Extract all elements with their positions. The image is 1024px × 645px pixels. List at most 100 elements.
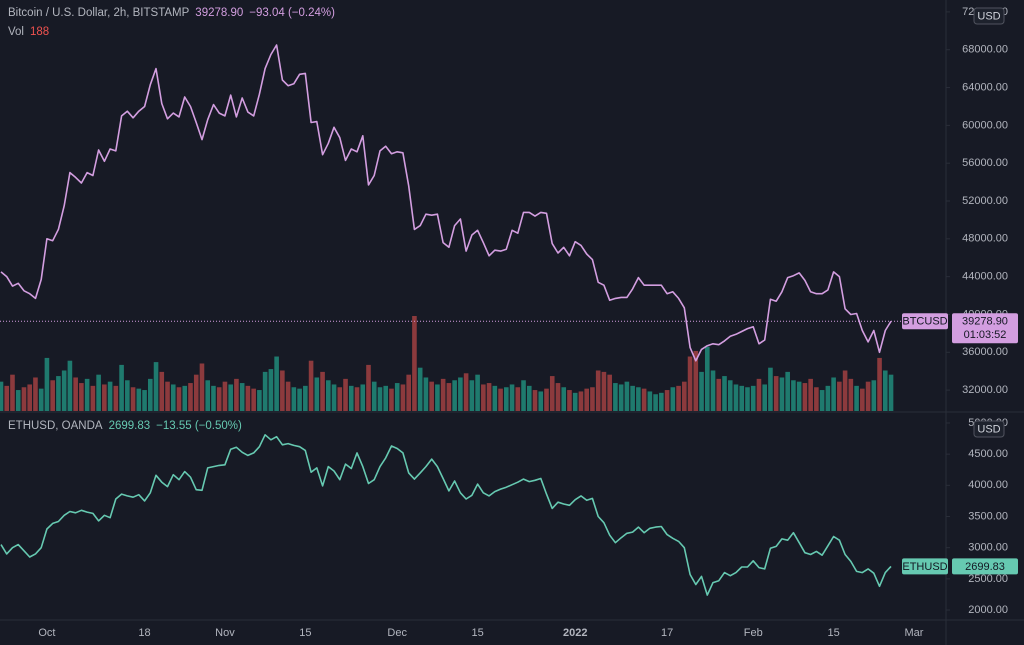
volume-bar bbox=[257, 390, 262, 411]
volume-bar bbox=[796, 381, 802, 411]
volume-bar bbox=[44, 357, 50, 411]
volume-bar bbox=[417, 367, 423, 411]
volume-bar bbox=[779, 377, 785, 411]
volume-bar bbox=[888, 374, 894, 411]
volume-bar bbox=[854, 385, 859, 411]
volume-bar bbox=[882, 370, 888, 411]
volume-bar bbox=[33, 377, 38, 411]
volume-bar bbox=[791, 380, 796, 411]
volume-bar bbox=[366, 364, 371, 411]
volume-bar bbox=[733, 384, 739, 411]
symbol-badge bbox=[902, 558, 948, 575]
volume-bar bbox=[595, 370, 601, 411]
volume-bar bbox=[877, 357, 882, 411]
volume-bar bbox=[572, 392, 578, 411]
volume-bar bbox=[469, 380, 475, 411]
volume-bar bbox=[222, 381, 228, 411]
eth-title: ETHUSD, OANDA bbox=[8, 420, 103, 432]
volume-bar bbox=[73, 377, 78, 411]
y-tick-label: 68000.00 bbox=[962, 44, 1008, 56]
volume-bar bbox=[15, 390, 21, 411]
volume-bar bbox=[699, 371, 704, 411]
volume-bar bbox=[722, 376, 727, 411]
volume-bar bbox=[331, 384, 337, 411]
volume-bar bbox=[745, 387, 750, 411]
y-tick-label: 4000.00 bbox=[968, 479, 1008, 491]
currency-badge bbox=[973, 420, 1005, 438]
currency-label: USD bbox=[977, 423, 1000, 435]
volume-bar bbox=[383, 385, 389, 411]
volume-bar bbox=[526, 385, 532, 411]
volume-bar bbox=[188, 383, 193, 411]
symbol-label: BTCUSD bbox=[902, 316, 947, 328]
volume-bar bbox=[274, 356, 279, 411]
volume-bar bbox=[96, 374, 101, 411]
y-tick-label: 48000.00 bbox=[962, 233, 1008, 245]
volume-bar bbox=[509, 384, 515, 411]
volume-bar bbox=[452, 380, 457, 411]
volume-bar bbox=[165, 381, 170, 411]
volume-bar bbox=[435, 384, 440, 411]
volume-bar bbox=[303, 385, 308, 411]
price-line bbox=[0, 44, 892, 362]
eth-legend: ETHUSD, OANDA 2699.83 −13.55 (−0.50%) bbox=[8, 420, 248, 432]
volume-bar bbox=[825, 385, 831, 411]
volume-bar bbox=[285, 381, 291, 411]
volume-bar bbox=[762, 384, 768, 411]
volume-bar bbox=[348, 385, 354, 411]
volume-bar bbox=[176, 387, 182, 411]
volume-bar bbox=[458, 377, 463, 411]
volume-bar bbox=[544, 388, 549, 411]
volume-bar bbox=[4, 385, 10, 411]
volume-bar bbox=[159, 371, 165, 411]
volume-bar bbox=[860, 388, 865, 411]
volume-bar bbox=[492, 385, 498, 411]
eth-change: −13.55 (−0.50%) bbox=[156, 420, 242, 432]
volume-bar bbox=[659, 392, 664, 411]
volume-bar bbox=[831, 377, 836, 411]
volume-bar bbox=[670, 387, 676, 411]
volume-bar bbox=[0, 381, 4, 411]
volume-bar bbox=[400, 384, 406, 411]
volume-bar bbox=[130, 387, 136, 411]
volume-bar bbox=[251, 388, 256, 411]
volume-bar bbox=[343, 378, 348, 411]
volume-bar bbox=[429, 381, 434, 411]
y-tick-label: 4500.00 bbox=[968, 448, 1008, 460]
volume-bar bbox=[814, 387, 819, 411]
volume-bar bbox=[756, 378, 762, 411]
volume-bar bbox=[170, 384, 176, 411]
volume-bar bbox=[228, 384, 233, 411]
volume-bar bbox=[199, 363, 205, 411]
vol-title: Vol bbox=[8, 26, 24, 38]
volume-bar bbox=[630, 385, 635, 411]
price-badge bbox=[952, 558, 1018, 575]
volume-bar bbox=[406, 374, 411, 411]
volume-bar bbox=[498, 388, 503, 411]
countdown-label: 01:03:52 bbox=[964, 329, 1007, 341]
y-tick-label: 56000.00 bbox=[962, 157, 1008, 169]
currency-badge bbox=[973, 7, 1005, 25]
y-tick-label: 52000.00 bbox=[962, 195, 1008, 207]
volume-bar bbox=[320, 371, 325, 411]
volume-bar bbox=[716, 378, 722, 411]
volume-bar bbox=[56, 376, 61, 411]
currency-label: USD bbox=[977, 10, 1000, 22]
volume-bar bbox=[567, 390, 572, 411]
x-tick-label: 15 bbox=[827, 627, 839, 639]
x-tick-label: 18 bbox=[138, 627, 150, 639]
volume-bar bbox=[211, 385, 216, 411]
y-tick-label: 3000.00 bbox=[968, 542, 1008, 554]
volume-bar bbox=[50, 380, 55, 411]
volume-bar bbox=[647, 391, 653, 411]
volume-bar bbox=[624, 381, 630, 411]
x-tick-label: 15 bbox=[471, 627, 483, 639]
volume-bar bbox=[584, 388, 589, 411]
price-label: 39278.90 bbox=[962, 316, 1008, 328]
volume-bar bbox=[549, 376, 555, 411]
volume-bar bbox=[515, 387, 521, 411]
volume-bar bbox=[142, 390, 147, 411]
volume-bar bbox=[153, 362, 159, 411]
volume-bar bbox=[67, 360, 73, 411]
y-tick-label: 60000.00 bbox=[962, 119, 1008, 131]
